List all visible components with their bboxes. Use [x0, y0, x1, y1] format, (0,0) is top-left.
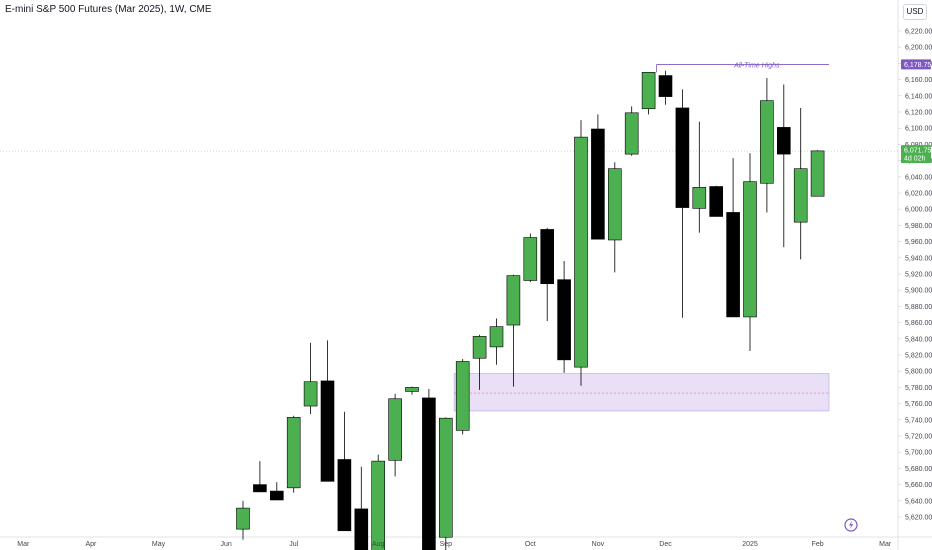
price-tick-label: 6,000.00: [905, 207, 932, 214]
price-tick-label: 5,940.00: [905, 255, 932, 262]
time-tick-label: Nov: [592, 541, 605, 548]
price-tick-label: 6,040.00: [905, 174, 932, 181]
candle-body: [337, 459, 352, 532]
candle-body: [371, 460, 386, 550]
price-tick-label: 5,780.00: [905, 385, 932, 392]
price-tick-label: 5,620.00: [905, 515, 932, 522]
candle-body: [726, 212, 740, 318]
price-tick-label: 5,640.00: [905, 498, 932, 505]
candle-body: [320, 380, 335, 482]
candle-body: [489, 326, 504, 348]
candle-body: [388, 398, 402, 461]
candle-body: [422, 397, 436, 550]
price-tick-label: 6,220.00: [905, 29, 932, 36]
price-tick-label: 6,100.00: [905, 126, 932, 133]
price-tick-label: 6,020.00: [905, 191, 932, 198]
time-tick-label: Jun: [220, 541, 231, 548]
price-tick-label: 5,880.00: [905, 304, 932, 311]
ath-price-tag: [901, 59, 931, 70]
price-tick-label: 5,700.00: [905, 450, 932, 457]
candle-body: [607, 168, 622, 241]
candle-body: [709, 186, 724, 217]
candle-body: [810, 150, 825, 197]
currency-button[interactable]: USD: [903, 4, 927, 20]
price-tick-label: 6,160.00: [905, 77, 932, 84]
ath-price-tag-label: 6,178.75: [904, 62, 931, 69]
price-tick-label: 5,980.00: [905, 223, 932, 230]
price-tick-label: 5,800.00: [905, 369, 932, 376]
candle-body: [455, 361, 470, 431]
price-tick-label: 5,680.00: [905, 466, 932, 473]
candle-body: [236, 507, 250, 530]
price-tick-label: 5,840.00: [905, 336, 932, 343]
candle-body: [641, 72, 656, 110]
candle-body: [253, 484, 267, 493]
time-tick-label: Apr: [85, 541, 97, 548]
price-tick-label: 5,760.00: [905, 401, 932, 408]
price-tick-label: 5,720.00: [905, 434, 932, 441]
candle-body: [438, 417, 453, 538]
candle-body: [793, 168, 808, 223]
price-tick-label: 5,660.00: [905, 482, 932, 489]
replay-icon[interactable]: [844, 518, 858, 532]
price-tick-label: 5,920.00: [905, 272, 932, 279]
current-price-tag-label: 6,071.75: [904, 148, 931, 155]
candle-body: [269, 490, 284, 501]
time-tick-label: Dec: [659, 541, 672, 548]
order-block-zone: [453, 373, 830, 412]
candle-body: [658, 75, 673, 97]
time-tick-label: Jul: [289, 541, 298, 548]
current-price-tag: [901, 145, 931, 164]
candle-body: [675, 107, 690, 208]
candle-body: [286, 417, 301, 489]
candle-body: [776, 127, 791, 155]
candle-body: [624, 112, 639, 155]
candle-body: [540, 229, 555, 285]
bar-countdown-label: 4d 02h: [904, 156, 926, 163]
price-tick-label: 5,740.00: [905, 417, 932, 424]
candle-body: [574, 136, 588, 368]
price-tick-label: 6,120.00: [905, 110, 932, 117]
candle-body: [591, 128, 605, 240]
candle-body: [760, 100, 774, 184]
candle-body: [405, 387, 419, 392]
candle-body: [557, 279, 571, 361]
candle-body: [472, 336, 487, 359]
time-tick-label: Feb: [812, 541, 824, 548]
price-tick-label: 5,820.00: [905, 353, 932, 360]
candle-body: [523, 237, 538, 281]
symbol-title: E-mini S&P 500 Futures (Mar 2025), 1W, C…: [5, 4, 212, 15]
candle-body: [692, 187, 707, 209]
price-tick-label: 6,200.00: [905, 45, 932, 52]
all-time-high-label: All-Time Highs: [733, 62, 780, 69]
candle-body: [506, 275, 521, 326]
candle-body: [743, 181, 757, 318]
price-tick-label: 5,900.00: [905, 288, 932, 295]
time-tick-label: May: [152, 541, 166, 548]
time-tick-label: Aug: [372, 541, 385, 548]
price-tick-label: 5,860.00: [905, 320, 932, 327]
candle-body: [354, 508, 369, 550]
price-tick-label: 5,960.00: [905, 239, 932, 246]
price-tick-label: 6,140.00: [905, 93, 932, 100]
time-tick-label: Mar: [879, 541, 892, 548]
time-tick-label: 2025: [742, 541, 758, 548]
time-tick-label: Sep: [440, 541, 453, 548]
candle-body: [303, 381, 318, 407]
time-tick-label: Mar: [17, 541, 30, 548]
time-tick-label: Oct: [525, 541, 536, 548]
